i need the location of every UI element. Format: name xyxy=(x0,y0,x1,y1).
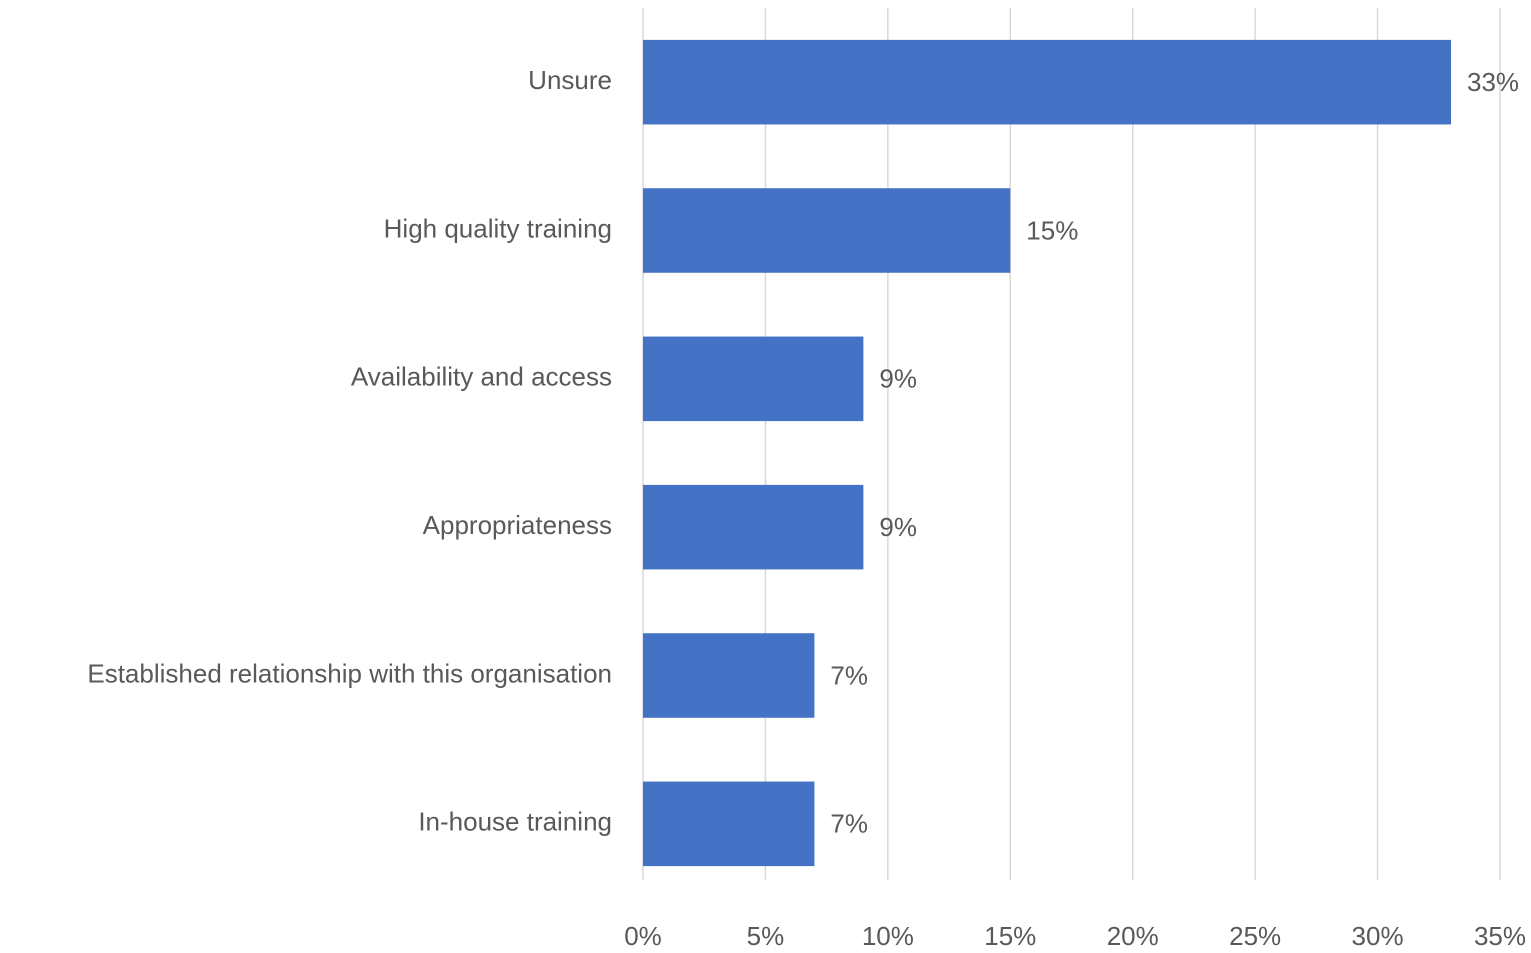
x-tick-label: 30% xyxy=(1352,921,1404,951)
data-label: 9% xyxy=(879,512,917,542)
x-tick-label: 10% xyxy=(862,921,914,951)
data-label: 9% xyxy=(879,364,917,394)
bar xyxy=(643,39,1452,125)
y-tick-label: Availability and access xyxy=(351,362,612,392)
x-tick-label: 35% xyxy=(1474,921,1526,951)
y-tick-label: Unsure xyxy=(528,65,612,95)
data-label: 15% xyxy=(1026,215,1078,245)
data-label: 7% xyxy=(830,809,868,839)
data-label: 7% xyxy=(830,660,868,690)
y-tick-label: High quality training xyxy=(384,213,612,243)
x-tick-label: 15% xyxy=(984,921,1036,951)
x-tick-label: 20% xyxy=(1107,921,1159,951)
bar xyxy=(643,781,815,867)
y-tick-label: Established relationship with this organ… xyxy=(87,658,612,688)
x-tick-label: 25% xyxy=(1229,921,1281,951)
data-label: 33% xyxy=(1467,67,1519,97)
x-tick-label: 0% xyxy=(624,921,662,951)
bar xyxy=(643,484,864,570)
bar xyxy=(643,188,1011,273)
bar xyxy=(643,633,815,718)
x-tick-label: 5% xyxy=(747,921,785,951)
bar xyxy=(643,336,864,422)
y-tick-label: Appropriateness xyxy=(423,510,612,540)
y-tick-label: In-house training xyxy=(418,807,612,837)
